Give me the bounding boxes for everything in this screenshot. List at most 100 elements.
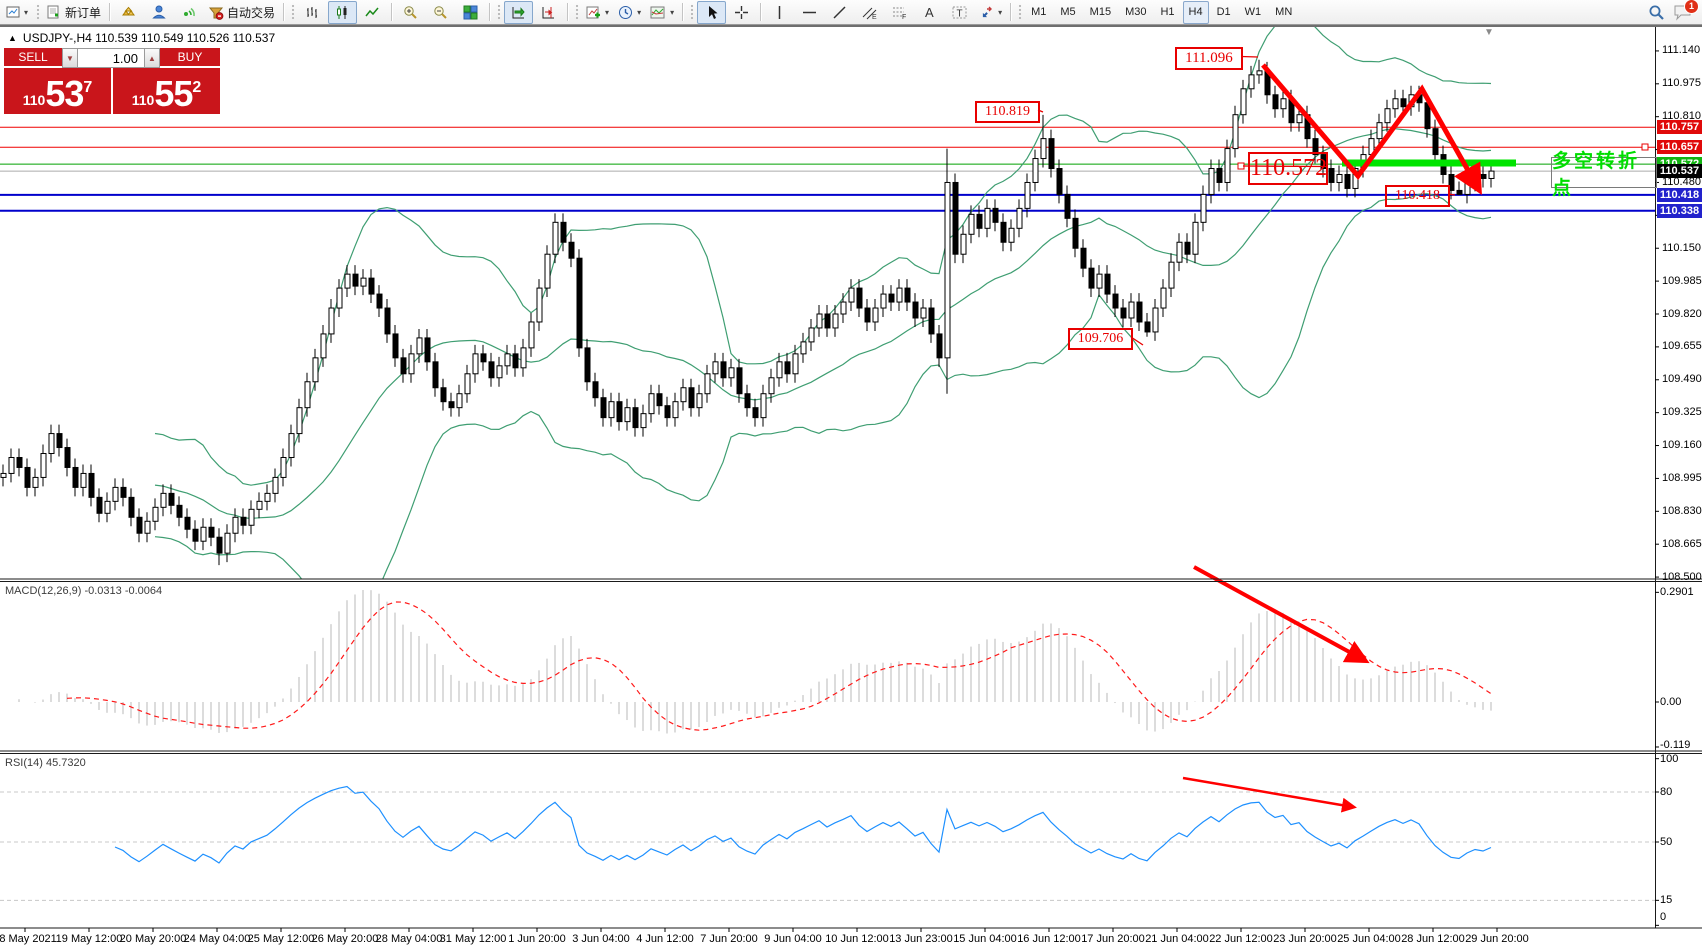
fibonacci-button[interactable]: F: [885, 1, 914, 24]
text-button[interactable]: A: [915, 1, 944, 24]
candle-body: [1272, 94, 1279, 110]
zoom-out-button[interactable]: [426, 1, 455, 24]
toolbar-grip: [35, 3, 41, 21]
buy-price-main: 55: [154, 73, 193, 114]
channel-icon: E: [862, 7, 877, 20]
candle-body: [792, 353, 799, 375]
buy-quote-button[interactable]: 110 55 2: [113, 68, 220, 114]
price-annotation-box[interactable]: 110.572: [1248, 152, 1328, 185]
notifications-button[interactable]: 1: [1673, 0, 1699, 21]
macd-trend-arrow: [1193, 565, 1370, 664]
rsi-trend-arrow: [1182, 776, 1357, 813]
candle-body: [1176, 241, 1183, 263]
line-chart-button[interactable]: [358, 1, 387, 24]
timeframe-button-m30[interactable]: M30: [1125, 6, 1147, 18]
arrows-button[interactable]: ▾: [975, 1, 1006, 24]
community-button[interactable]: [144, 1, 173, 24]
timeframe-button-m5[interactable]: M5: [1060, 6, 1076, 18]
text-label-button[interactable]: T: [945, 1, 974, 24]
price-annotation-box[interactable]: 111.096: [1175, 47, 1243, 70]
timeframe-button-d1[interactable]: D1: [1216, 6, 1231, 18]
candle-body: [656, 393, 663, 407]
buy-price-prefix: 110: [131, 92, 155, 108]
timeframe-button-m1[interactable]: M1: [1031, 6, 1047, 18]
candlestick-chart-button[interactable]: [328, 0, 358, 24]
auto-trading-icon: [208, 7, 224, 20]
candle-body: [1088, 267, 1095, 289]
toolbar-grip: [496, 3, 502, 21]
search-button[interactable]: [1648, 4, 1665, 21]
candle-body: [432, 361, 439, 389]
bollinger-band-line: [154, 193, 1492, 579]
gold-symbols-button[interactable]: [114, 1, 143, 24]
buy-price-pip: 2: [192, 79, 202, 96]
trendline-icon: [833, 5, 846, 19]
candle-body: [336, 287, 343, 309]
candle-body: [424, 337, 431, 363]
candle-body: [856, 287, 863, 309]
timeframe-button-mn[interactable]: MN: [1275, 6, 1293, 18]
volume-decrease-button[interactable]: ▼: [62, 48, 78, 68]
new-order-button[interactable]: 新订单: [43, 1, 105, 24]
price-annotation-box[interactable]: 109.706: [1068, 328, 1133, 350]
candle-body: [208, 526, 215, 538]
volume-input[interactable]: 1.00: [78, 48, 144, 68]
candle-body: [136, 516, 143, 534]
sell-quote-button[interactable]: 110 53 7: [4, 68, 111, 114]
trendline-button[interactable]: [825, 1, 854, 24]
price-annotation-box[interactable]: 110.418: [1385, 185, 1450, 207]
svg-text:F: F: [902, 14, 906, 20]
candle-body: [720, 361, 727, 379]
symbol-marker-icon: ▲: [8, 33, 17, 43]
tile-windows-button[interactable]: [456, 1, 485, 24]
person-icon: [151, 5, 166, 19]
auto-scroll-button[interactable]: [504, 0, 534, 24]
bar-chart-button[interactable]: [298, 1, 327, 24]
zoom-in-button[interactable]: [396, 1, 425, 24]
horizontal-line-button[interactable]: [795, 1, 824, 24]
vertical-line-button[interactable]: [765, 1, 794, 24]
indicators-button[interactable]: ▾: [582, 1, 613, 24]
auto-trading-button[interactable]: 自动交易: [204, 1, 279, 24]
candle-body: [1376, 122, 1383, 140]
signals-button[interactable]: [174, 1, 203, 24]
candle-body: [264, 492, 271, 502]
sell-button[interactable]: SELL: [4, 48, 62, 68]
rsi-axis-tick-label: 80: [1660, 786, 1673, 798]
periods-button[interactable]: ▾: [614, 1, 645, 24]
buy-button[interactable]: BUY: [160, 48, 220, 68]
timeframe-button-w1[interactable]: W1: [1244, 6, 1262, 18]
volume-increase-button[interactable]: ▲: [144, 48, 160, 68]
timeframe-button-h4[interactable]: H4: [1182, 0, 1209, 24]
timeframe-button-m15[interactable]: M15: [1089, 6, 1112, 18]
price-axis-tick-label: 108.500: [1662, 570, 1702, 583]
candle-body: [32, 476, 39, 488]
chart-shift-triangle-icon[interactable]: ▼: [1484, 27, 1494, 38]
candle-body: [80, 472, 87, 488]
price-annotation-box[interactable]: 110.819: [975, 101, 1040, 123]
candle-body: [600, 397, 607, 419]
equidistant-channel-button[interactable]: E: [855, 1, 884, 24]
candle-body: [224, 532, 231, 554]
cursor-button[interactable]: [697, 0, 727, 24]
timeframe-group: M1 M5 M15 M30 H1 H4 D1 W1 MN: [1025, 0, 1298, 24]
timeframe-button-h1[interactable]: H1: [1160, 6, 1175, 18]
chevron-down-icon: ▾: [998, 7, 1003, 17]
toolbar-separator: [682, 3, 684, 21]
candle-body: [592, 381, 599, 399]
gold-bars-icon: [121, 6, 135, 16]
charts-window-icon[interactable]: ▾: [2, 1, 32, 24]
candle-body: [1080, 247, 1087, 269]
candle-body: [288, 433, 295, 458]
auto-trading-label: 自动交易: [227, 5, 276, 20]
candle-body: [608, 401, 615, 419]
candle-body: [904, 287, 911, 303]
turning-point-label[interactable]: 多空转折点: [1551, 151, 1657, 199]
candle-body: [488, 361, 495, 379]
candle-body: [472, 353, 479, 375]
crosshair-button[interactable]: [727, 1, 756, 24]
templates-button[interactable]: ▾: [646, 1, 678, 24]
candle-body: [984, 207, 991, 229]
chart-shift-button[interactable]: [534, 1, 563, 24]
